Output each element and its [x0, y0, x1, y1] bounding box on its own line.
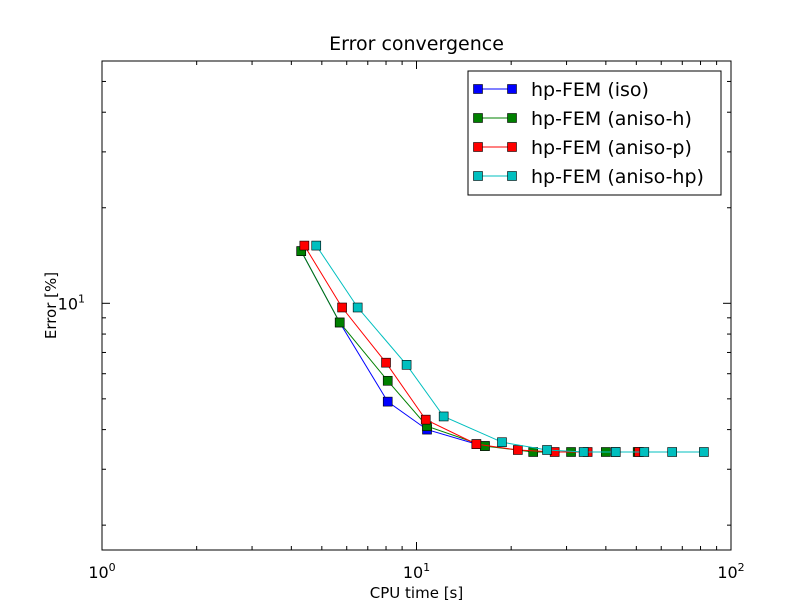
data-point: [401, 360, 412, 370]
x-axis-title: CPU time [s]: [370, 584, 463, 602]
data-point: [542, 445, 552, 455]
series-3: [311, 240, 709, 457]
legend: hp-FEM (iso) hp-FEM (aniso-h) hp-FEM (anis…: [467, 70, 722, 196]
data-point: [699, 447, 709, 457]
legend-marker: [473, 171, 483, 181]
x-tick-label-base: 10: [88, 563, 108, 582]
y-tick-label-exponent: 1: [78, 292, 85, 305]
data-point: [610, 447, 621, 457]
legend-label: hp-FEM (aniso-hp): [531, 166, 704, 188]
legend-marker: [507, 113, 517, 123]
legend-marker: [473, 113, 483, 123]
legend-item: hp-FEM (aniso-p): [473, 137, 692, 159]
x-tick-label-exponent: 1: [423, 561, 430, 574]
plot-frame: [101, 60, 732, 551]
legend-marker: [507, 84, 517, 94]
legend-marker: [507, 171, 517, 181]
data-point: [497, 437, 507, 448]
data-point: [471, 439, 482, 449]
data-point: [381, 357, 391, 368]
x-tick-label: 102: [717, 561, 744, 582]
legend-marker: [507, 142, 517, 152]
data-point: [337, 302, 347, 313]
x-tick-label: 101: [403, 561, 430, 582]
data-point: [438, 411, 449, 422]
data-point: [420, 414, 431, 425]
x-tick-label-base: 10: [717, 563, 737, 582]
legend-label: hp-FEM (iso): [531, 79, 649, 101]
data-point: [667, 447, 677, 457]
legend-item: hp-FEM (aniso-h): [473, 108, 692, 130]
x-tick-label-exponent: 2: [738, 561, 745, 574]
data-point: [352, 302, 363, 313]
chart-title: Error convergence: [329, 33, 504, 55]
data-point: [299, 240, 310, 251]
data-point: [311, 240, 322, 251]
data-point: [578, 447, 589, 457]
data-point: [382, 375, 393, 386]
x-tick-label-exponent: 0: [109, 561, 116, 574]
legend-label: hp-FEM (aniso-h): [531, 108, 692, 130]
legend-marker: [473, 142, 483, 152]
y-tick-label: 10: [58, 294, 78, 313]
data-point: [513, 445, 523, 455]
data-point: [382, 396, 393, 407]
legend-label: hp-FEM (aniso-p): [531, 137, 692, 159]
data-point: [334, 317, 345, 328]
data-point: [639, 447, 650, 457]
y-axis-title: Error [%]: [42, 272, 60, 339]
x-tick-label-base: 10: [403, 563, 423, 582]
data-point: [528, 447, 539, 457]
x-tick-label: 100: [88, 561, 115, 582]
legend-marker: [473, 84, 483, 94]
legend-item: hp-FEM (iso): [473, 79, 649, 101]
legend-item: hp-FEM (aniso-hp): [473, 166, 704, 188]
